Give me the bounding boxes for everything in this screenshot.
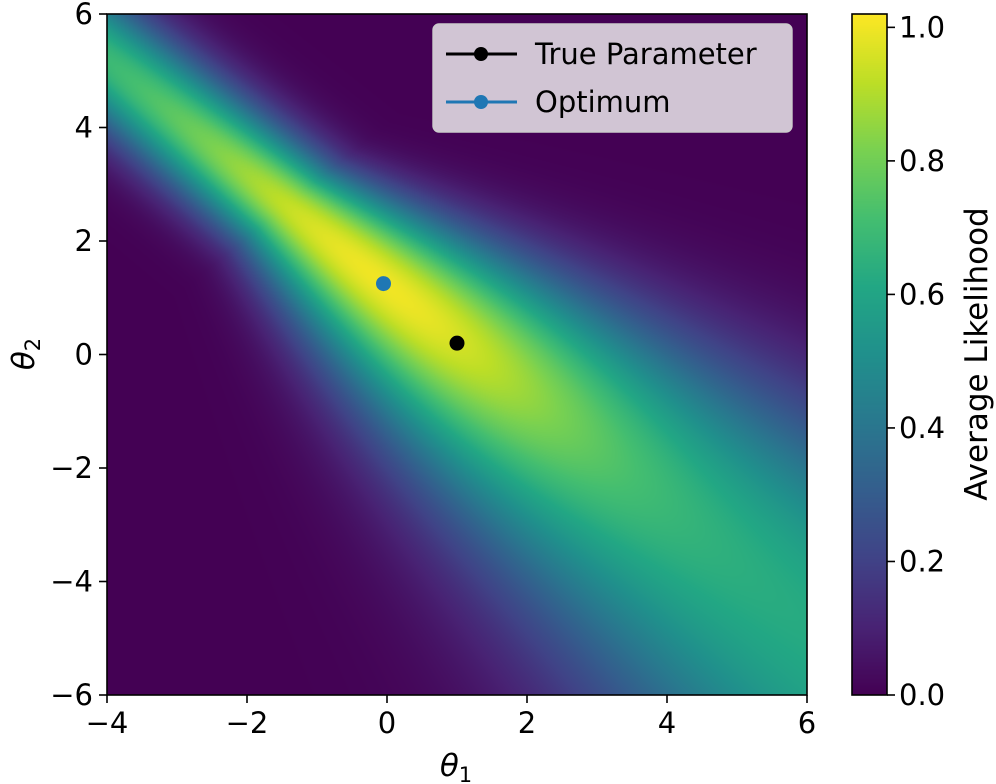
colorbar-gradient [852,14,887,695]
colorbar-tick-label: 0.4 [899,411,945,445]
x-tick-label: 2 [518,706,536,740]
y-tick-label: 4 [75,111,93,145]
x-tick-label: −4 [86,706,129,740]
y-axis-label-main: θ [6,351,42,370]
x-axis-label-sub: 1 [459,763,472,784]
legend-label-true-parameter: True Parameter [534,37,757,71]
colorbar-foreign [852,14,887,695]
y-tick-label: −6 [50,678,93,712]
point-true-parameter [449,335,465,351]
colorbar-tick-label: 0.8 [899,144,945,178]
data-points [376,276,465,351]
legend-entry-true-parameter: True Parameter [446,37,757,71]
legend-marker-true-parameter [474,47,488,61]
y-axis-label-sub: 2 [21,338,45,351]
x-axis-label: θ1 [440,748,472,784]
colorbar-tick-label: 0.0 [899,678,945,712]
y-axis-label: θ2 [6,338,45,370]
x-tick-label: 0 [378,706,396,740]
point-optimum [376,276,391,292]
y-tick-label: 2 [75,224,93,258]
colorbar-tick-label: 0.6 [899,277,945,311]
colorbar-ticks: 0.0 0.2 0.4 0.6 0.8 1.0 [887,10,945,712]
y-tick-label: −2 [50,451,93,485]
colorbar: 0.0 0.2 0.4 0.6 0.8 1.0 Average Likelihood [851,10,995,712]
y-tick-label: −4 [50,565,93,599]
svg-text:θ1: θ1 [440,748,472,784]
x-tick-label: 4 [658,706,676,740]
legend-label-optimum: Optimum [535,85,671,119]
legend-box [432,23,793,133]
colorbar-tick-label: 1.0 [899,10,945,44]
colorbar-tick-label: 0.2 [899,544,945,578]
x-axis-label-main: θ [440,748,459,784]
legend: True Parameter Optimum [432,23,793,133]
svg-text:θ2: θ2 [6,338,45,370]
legend-marker-optimum [474,95,488,109]
y-tick-label: 6 [75,0,93,31]
y-tick-label: 0 [75,338,93,372]
y-axis-ticks: −6 −4 −2 0 2 4 6 [50,0,107,712]
colorbar-label: Average Likelihood [959,207,995,500]
colorbar-frame [851,13,888,696]
x-axis-ticks: −4 −2 0 2 4 6 [86,695,816,740]
legend-entry-optimum: Optimum [446,85,671,119]
x-tick-label: −2 [226,706,269,740]
x-tick-label: 6 [798,706,816,740]
